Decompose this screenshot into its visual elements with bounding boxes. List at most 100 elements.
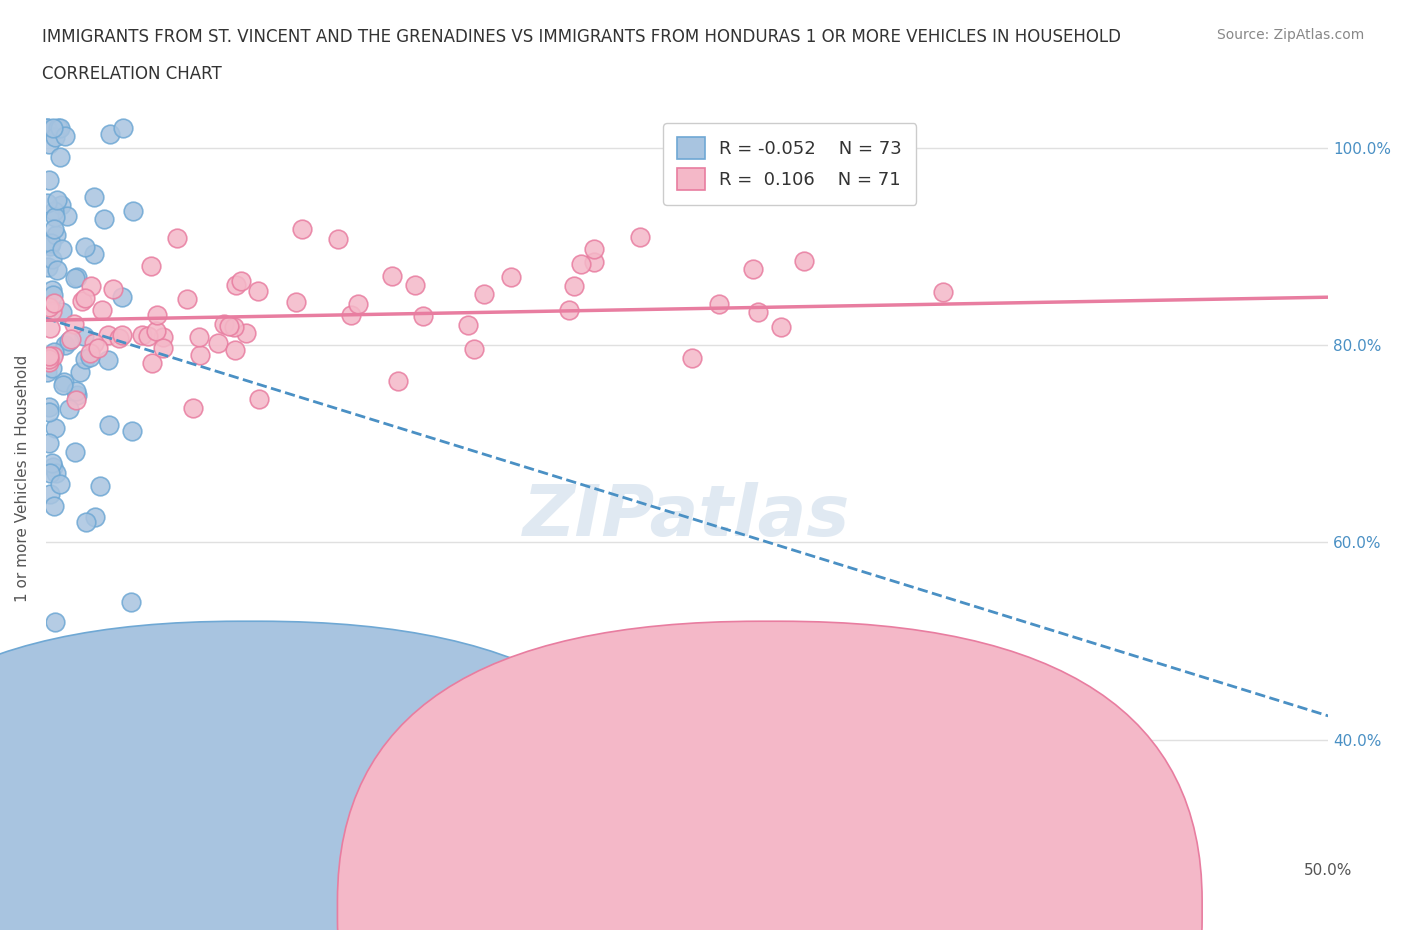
Point <box>291 221 314 236</box>
Point <box>136 329 159 344</box>
Point <box>83 246 105 261</box>
Point <box>457 318 479 333</box>
Point <box>41 283 63 298</box>
Point <box>340 308 363 323</box>
Point <box>37 365 59 379</box>
Point <box>145 324 167 339</box>
Point <box>65 392 87 407</box>
Point <box>65 383 87 398</box>
Point <box>44 647 66 662</box>
Point <box>108 330 131 345</box>
Point <box>562 278 585 293</box>
Point <box>41 251 63 266</box>
Point <box>83 190 105 205</box>
Point <box>97 352 120 367</box>
Text: Immigrants from Honduras: Immigrants from Honduras <box>882 897 1087 911</box>
Point <box>346 297 368 312</box>
Point <box>58 402 80 417</box>
Point <box>75 290 97 305</box>
Point <box>55 338 77 352</box>
Point <box>83 510 105 525</box>
Point <box>558 302 581 317</box>
Point <box>65 271 87 286</box>
Point <box>381 269 404 284</box>
Point <box>681 351 703 365</box>
Point <box>39 486 62 501</box>
Point <box>932 285 955 299</box>
Point <box>65 445 87 459</box>
Point <box>62 316 84 331</box>
Point <box>121 424 143 439</box>
Point <box>326 232 349 246</box>
Point <box>152 330 174 345</box>
Point <box>90 302 112 317</box>
Point <box>111 290 134 305</box>
Point <box>48 477 70 492</box>
Point <box>45 262 67 277</box>
Point <box>60 331 83 346</box>
Point <box>120 595 142 610</box>
Text: Immigrants from St. Vincent and the Grenadines: Immigrants from St. Vincent and the Gren… <box>307 897 678 911</box>
Point <box>73 329 96 344</box>
Point <box>582 242 605 257</box>
Point <box>628 230 651 245</box>
Point <box>83 336 105 351</box>
Point <box>42 296 65 311</box>
Point <box>72 294 94 309</box>
Point <box>247 392 270 406</box>
Point <box>207 336 229 351</box>
Point <box>87 340 110 355</box>
Point <box>569 257 592 272</box>
Point <box>51 242 73 257</box>
Text: ZIPatlas: ZIPatlas <box>523 482 851 551</box>
Point <box>42 222 65 237</box>
Point <box>38 300 60 315</box>
Point <box>44 129 66 144</box>
Point <box>152 340 174 355</box>
Point <box>247 284 270 299</box>
Point <box>39 465 62 480</box>
Point <box>166 231 188 246</box>
Text: IMMIGRANTS FROM ST. VINCENT AND THE GRENADINES VS IMMIGRANTS FROM HONDURAS 1 OR : IMMIGRANTS FROM ST. VINCENT AND THE GREN… <box>42 28 1121 46</box>
Point <box>404 278 426 293</box>
Point <box>52 378 75 392</box>
Point <box>101 282 124 297</box>
Point <box>38 435 60 450</box>
Point <box>53 129 76 144</box>
Point <box>79 345 101 360</box>
Point <box>69 365 91 379</box>
Point <box>499 270 522 285</box>
Point <box>49 121 72 136</box>
Point <box>37 121 59 136</box>
Point <box>141 259 163 273</box>
Point <box>97 327 120 342</box>
Point <box>38 320 60 335</box>
Point <box>39 235 62 250</box>
Point <box>73 240 96 255</box>
Point <box>66 270 89 285</box>
Point <box>37 259 59 274</box>
Point <box>98 418 121 432</box>
Point <box>225 278 247 293</box>
Text: CORRELATION CHART: CORRELATION CHART <box>42 65 222 83</box>
Point <box>49 197 72 212</box>
Point <box>52 375 75 390</box>
Point <box>45 465 67 480</box>
Point <box>75 514 97 529</box>
Text: Source: ZipAtlas.com: Source: ZipAtlas.com <box>1216 28 1364 42</box>
Point <box>229 273 252 288</box>
Point <box>42 121 65 136</box>
Point <box>41 303 63 318</box>
Point <box>58 334 80 349</box>
Point <box>235 326 257 341</box>
Point <box>44 210 66 225</box>
Point <box>224 342 246 357</box>
Point <box>111 121 134 136</box>
Point <box>38 136 60 151</box>
Point <box>42 204 65 219</box>
Point <box>222 320 245 335</box>
Point <box>146 308 169 323</box>
Point <box>38 352 60 366</box>
Point <box>38 354 60 369</box>
Point <box>707 297 730 312</box>
